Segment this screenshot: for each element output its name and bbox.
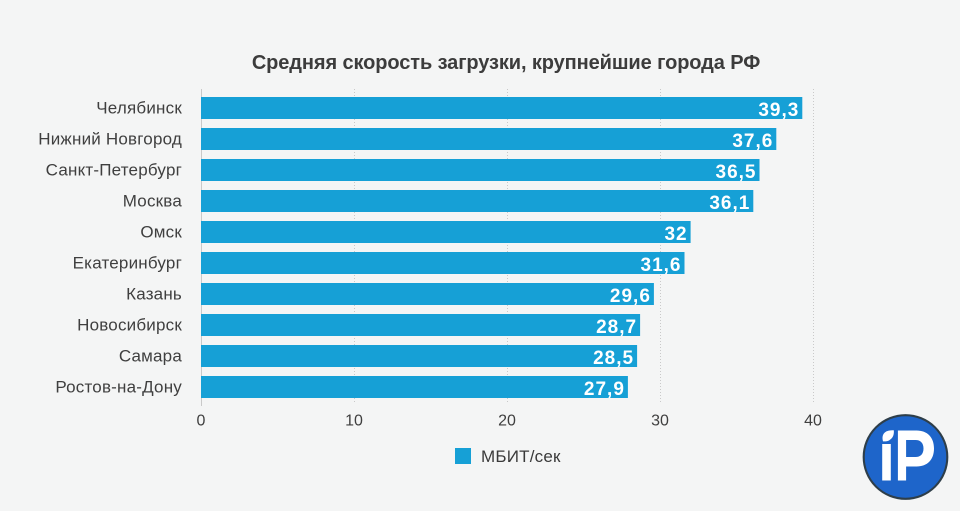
svg-text:0: 0	[197, 413, 206, 430]
svg-text:30: 30	[651, 413, 669, 430]
svg-text:Новосибирск: Новосибирск	[77, 316, 182, 335]
svg-text:Москва: Москва	[123, 192, 183, 211]
svg-text:39,3: 39,3	[758, 100, 799, 121]
svg-text:Самара: Самара	[119, 347, 183, 366]
svg-text:28,7: 28,7	[596, 317, 637, 338]
svg-text:Ростов-на-Дону: Ростов-на-Дону	[55, 378, 182, 397]
svg-text:Екатеринбург: Екатеринбург	[73, 254, 182, 273]
svg-text:Санкт-Петербург: Санкт-Петербург	[46, 161, 182, 180]
svg-text:Казань: Казань	[126, 285, 182, 304]
svg-text:29,6: 29,6	[610, 286, 651, 307]
svg-text:36,5: 36,5	[716, 162, 757, 183]
svg-text:20: 20	[498, 413, 516, 430]
svg-text:10: 10	[345, 413, 363, 430]
svg-text:27,9: 27,9	[584, 379, 625, 400]
svg-text:32: 32	[664, 224, 687, 245]
svg-text:31,6: 31,6	[641, 255, 682, 276]
svg-text:Нижний Новгород: Нижний Новгород	[38, 130, 182, 149]
svg-text:Челябинск: Челябинск	[96, 99, 182, 118]
svg-text:Средняя скорость загрузки, кру: Средняя скорость загрузки, крупнейшие го…	[252, 52, 760, 74]
svg-text:МБИТ/сек: МБИТ/сек	[481, 447, 561, 466]
svg-text:37,6: 37,6	[732, 131, 773, 152]
svg-text:36,1: 36,1	[709, 193, 750, 214]
svg-text:40: 40	[804, 413, 822, 430]
svg-text:28,5: 28,5	[593, 348, 634, 369]
svg-text:Омск: Омск	[140, 223, 182, 242]
